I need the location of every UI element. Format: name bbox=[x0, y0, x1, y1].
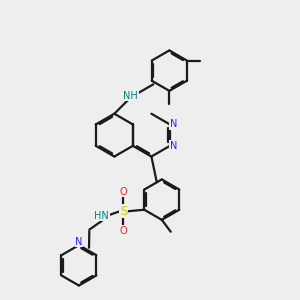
Text: O: O bbox=[120, 187, 127, 197]
Text: S: S bbox=[120, 205, 127, 218]
Text: N: N bbox=[170, 119, 177, 129]
Text: N: N bbox=[170, 141, 177, 151]
Text: N: N bbox=[75, 236, 82, 247]
Text: O: O bbox=[120, 226, 127, 236]
Text: HN: HN bbox=[94, 211, 109, 221]
Text: NH: NH bbox=[123, 91, 138, 101]
